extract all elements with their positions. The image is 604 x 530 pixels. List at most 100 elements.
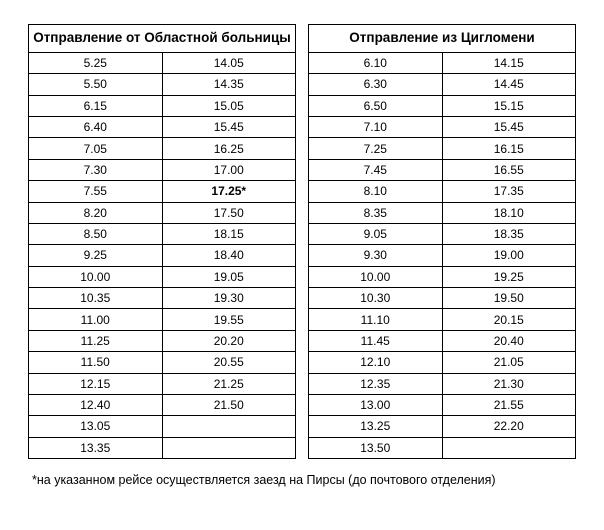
time-cell: 6.50: [309, 95, 443, 116]
time-cell: 13.50: [309, 437, 443, 458]
time-cell: 7.30: [29, 159, 163, 180]
table-row: 11.4520.40: [309, 330, 576, 351]
time-cell: 21.50: [162, 394, 296, 415]
table-row: 7.2516.15: [309, 138, 576, 159]
time-cell: 13.05: [29, 416, 163, 437]
time-cell: 12.15: [29, 373, 163, 394]
time-cell: 6.40: [29, 117, 163, 138]
table-row: 12.1021.05: [309, 352, 576, 373]
time-cell: 9.05: [309, 223, 443, 244]
time-cell: 19.50: [442, 288, 576, 309]
time-cell: 10.00: [29, 266, 163, 287]
time-cell: 5.50: [29, 74, 163, 95]
time-cell: 12.40: [29, 394, 163, 415]
tables-container: Отправление от Областной больницы 5.2514…: [28, 24, 576, 459]
time-cell: 11.25: [29, 330, 163, 351]
time-cell: 16.25: [162, 138, 296, 159]
time-cell: 6.15: [29, 95, 163, 116]
table-row: 11.2520.20: [29, 330, 296, 351]
table-row: 9.0518.35: [309, 223, 576, 244]
time-cell: 8.20: [29, 202, 163, 223]
right-table-header: Отправление из Цигломени: [309, 25, 576, 53]
time-cell: 15.05: [162, 95, 296, 116]
time-cell: 11.10: [309, 309, 443, 330]
time-cell: [162, 416, 296, 437]
time-cell: 20.40: [442, 330, 576, 351]
table-row: 13.35: [29, 437, 296, 458]
table-row: 13.2522.20: [309, 416, 576, 437]
time-cell: 9.30: [309, 245, 443, 266]
time-cell: 8.10: [309, 181, 443, 202]
time-cell: 7.25: [309, 138, 443, 159]
table-row: 11.5020.55: [29, 352, 296, 373]
time-cell: 11.00: [29, 309, 163, 330]
left-schedule-table: Отправление от Областной больницы 5.2514…: [28, 24, 296, 459]
time-cell: 17.00: [162, 159, 296, 180]
time-cell: 20.15: [442, 309, 576, 330]
table-row: 10.3019.50: [309, 288, 576, 309]
time-cell: 15.15: [442, 95, 576, 116]
time-cell: 15.45: [442, 117, 576, 138]
table-row: 8.3518.10: [309, 202, 576, 223]
time-cell: 21.30: [442, 373, 576, 394]
table-row: 12.1521.25: [29, 373, 296, 394]
time-cell: 7.45: [309, 159, 443, 180]
time-cell: 18.40: [162, 245, 296, 266]
table-row: 9.3019.00: [309, 245, 576, 266]
table-row: 13.50: [309, 437, 576, 458]
time-cell: 9.25: [29, 245, 163, 266]
time-cell: 11.45: [309, 330, 443, 351]
time-cell: 10.30: [309, 288, 443, 309]
table-row: 6.5015.15: [309, 95, 576, 116]
time-cell: 17.25*: [162, 181, 296, 202]
right-table-body: 6.1014.156.3014.456.5015.157.1015.457.25…: [309, 52, 576, 458]
time-cell: 14.15: [442, 52, 576, 73]
table-row: 10.0019.25: [309, 266, 576, 287]
table-row: 13.0021.55: [309, 394, 576, 415]
time-cell: 5.25: [29, 52, 163, 73]
table-row: 7.4516.55: [309, 159, 576, 180]
table-row: 6.4015.45: [29, 117, 296, 138]
time-cell: 17.50: [162, 202, 296, 223]
time-cell: 14.45: [442, 74, 576, 95]
table-row: 5.2514.05: [29, 52, 296, 73]
table-row: 6.1014.15: [309, 52, 576, 73]
table-row: 5.5014.35: [29, 74, 296, 95]
time-cell: 14.35: [162, 74, 296, 95]
time-cell: 16.55: [442, 159, 576, 180]
right-schedule-table: Отправление из Цигломени 6.1014.156.3014…: [308, 24, 576, 459]
footnote-text: *на указанном рейсе осуществляется заезд…: [28, 473, 576, 487]
time-cell: 18.10: [442, 202, 576, 223]
time-cell: 6.10: [309, 52, 443, 73]
time-cell: 15.45: [162, 117, 296, 138]
table-row: 7.3017.00: [29, 159, 296, 180]
time-cell: 10.35: [29, 288, 163, 309]
time-cell: 19.00: [442, 245, 576, 266]
time-cell: 12.10: [309, 352, 443, 373]
time-cell: 7.10: [309, 117, 443, 138]
time-cell: 8.50: [29, 223, 163, 244]
time-cell: [442, 437, 576, 458]
time-cell: 20.55: [162, 352, 296, 373]
time-cell: 11.50: [29, 352, 163, 373]
time-cell: 18.15: [162, 223, 296, 244]
time-cell: 7.55: [29, 181, 163, 202]
table-row: 8.1017.35: [309, 181, 576, 202]
table-row: 8.5018.15: [29, 223, 296, 244]
time-cell: 21.25: [162, 373, 296, 394]
time-cell: 12.35: [309, 373, 443, 394]
time-cell: 22.20: [442, 416, 576, 437]
table-row: 9.2518.40: [29, 245, 296, 266]
table-row: 6.3014.45: [309, 74, 576, 95]
table-row: 12.3521.30: [309, 373, 576, 394]
time-cell: [162, 437, 296, 458]
table-row: 12.4021.50: [29, 394, 296, 415]
time-cell: 13.25: [309, 416, 443, 437]
time-cell: 19.30: [162, 288, 296, 309]
table-row: 13.05: [29, 416, 296, 437]
table-row: 10.3519.30: [29, 288, 296, 309]
time-cell: 10.00: [309, 266, 443, 287]
time-cell: 13.35: [29, 437, 163, 458]
table-row: 6.1515.05: [29, 95, 296, 116]
table-row: 7.5517.25*: [29, 181, 296, 202]
